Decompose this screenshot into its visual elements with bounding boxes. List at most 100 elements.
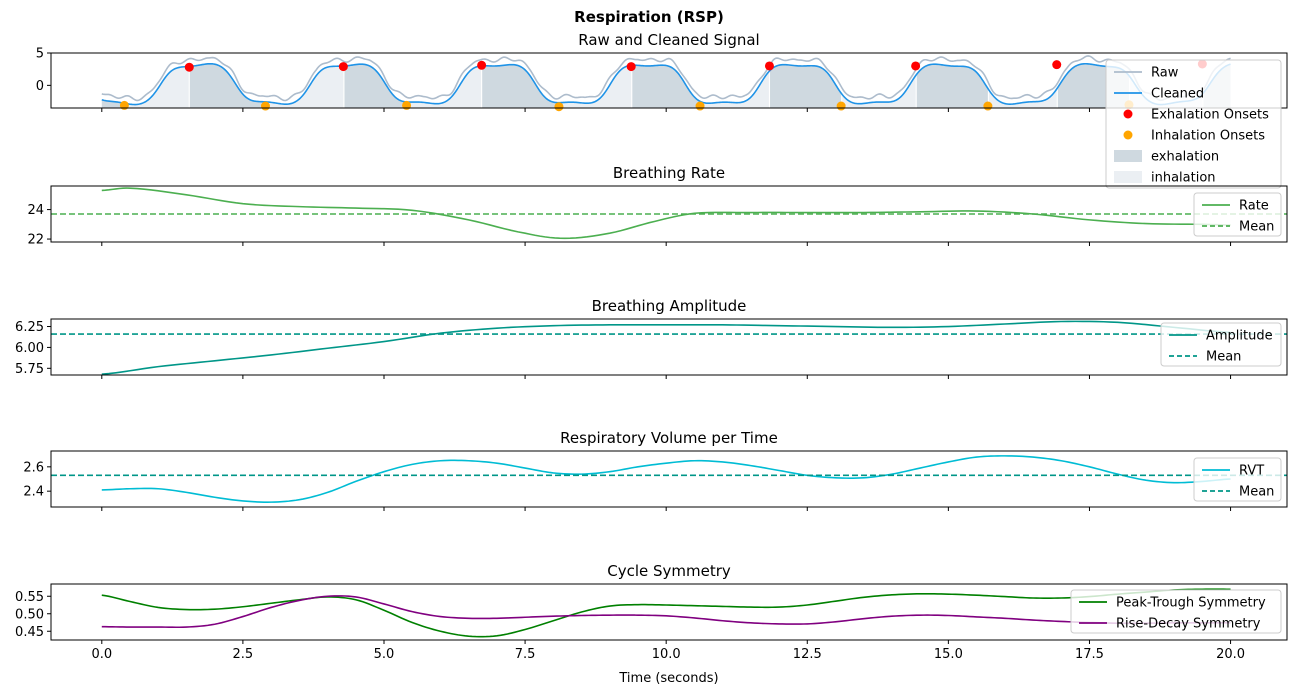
inhalation-onset-point: [119, 100, 129, 110]
exhalation-onset-point: [764, 61, 774, 71]
exhalation-onset-point: [477, 60, 487, 70]
panel-title-raw-cleaned: Raw and Cleaned Signal: [578, 31, 759, 49]
raw-cleaned-lines: [101, 55, 1231, 106]
legend-box: [1193, 457, 1282, 502]
y-tick-label: 22: [27, 233, 44, 248]
legend-box: [1105, 59, 1282, 189]
exhalation-onset-point: [184, 62, 194, 72]
inhalation-area: [407, 65, 482, 108]
legend-box: [1193, 192, 1282, 237]
legend-label: Mean: [1239, 220, 1274, 235]
cleaned-signal-line: [101, 62, 1231, 106]
exhalation-area: [101, 99, 124, 108]
exhalation-area: [482, 64, 559, 108]
axes-frame: [50, 318, 1288, 376]
cycle-symmetry-lines: [101, 588, 1231, 638]
amplitude-line: [101, 320, 1231, 375]
exhalation-area: [770, 64, 842, 108]
exhalation-onset-point: [338, 62, 348, 72]
legend-label: Rate: [1239, 199, 1269, 214]
legend-breathing-amplitude: Amplitude Mean: [1160, 322, 1282, 367]
y-tick-label: 2.4: [23, 485, 44, 500]
exhalation-onset-point: [626, 62, 636, 72]
legend-label: inhalation: [1151, 171, 1216, 186]
rise-decay-symmetry-line: [101, 595, 1231, 629]
rvt-lines: [51, 455, 1287, 503]
axes-frame: [50, 583, 1288, 641]
peak-trough-symmetry-line: [101, 588, 1231, 638]
legend-marker: [1123, 109, 1133, 119]
inhalation-onset-point: [983, 101, 993, 111]
y-tick-label: 0.45: [15, 625, 44, 640]
panel-raw-cleaned: Raw and Cleaned Signal 0 5 Raw Cleaned Exha…: [36, 31, 1288, 189]
inhalation-onset-point: [554, 102, 564, 112]
panel-title-cycle-symmetry: Cycle Symmetry: [607, 562, 731, 580]
inhalation-onset-point: [836, 101, 846, 111]
inhalation-onset-point: [695, 101, 705, 111]
legend-label: Mean: [1206, 350, 1241, 365]
legend-label: Exhalation Onsets: [1151, 108, 1269, 123]
legend-rvt: RVT Mean: [1193, 457, 1282, 502]
legend-raw-cleaned: Raw Cleaned Exhalation Onsets Inhalation On…: [1105, 59, 1282, 189]
panel-title-rvt: Respiratory Volume per Time: [560, 429, 778, 447]
x-tick-label: 17.5: [1075, 647, 1104, 662]
legend-swatch: [1114, 150, 1142, 162]
inhalation-area: [701, 71, 769, 108]
legend-label: Raw: [1151, 66, 1179, 81]
panel-cycle-symmetry: Cycle Symmetry 0.0 2.5 5.0 7.5 10.0 12.5 15.0 1…: [15, 562, 1288, 662]
x-tick-label: 10.0: [652, 647, 681, 662]
legend-label: Peak-Trough Symmetry: [1116, 596, 1266, 611]
axes-rvt: 2.4 2.6: [23, 450, 1288, 511]
x-tick-label: 15.0: [934, 647, 963, 662]
x-tick-label: 20.0: [1216, 647, 1245, 662]
y-tick-label: 0: [36, 79, 44, 94]
legend-label: Amplitude: [1206, 329, 1273, 344]
x-axis-label: Time (seconds): [618, 671, 718, 686]
breathing-rate-lines: [51, 187, 1287, 240]
x-tick-label: 2.5: [233, 647, 254, 662]
exhalation-area: [632, 65, 701, 108]
legend-swatch: [1114, 171, 1142, 183]
axes-frame: [50, 185, 1288, 243]
panel-breathing-amplitude: Breathing Amplitude 5.75 6.00 6.25 Amplitu…: [15, 297, 1288, 379]
inhalation-onset-point: [260, 101, 270, 111]
breath-phase-fills: [101, 63, 1231, 108]
legend-label: Mean: [1239, 485, 1274, 500]
legend-label: Inhalation Onsets: [1151, 129, 1265, 144]
inhalation-onset-point: [402, 100, 412, 110]
figure-suptitle: Respiration (RSP): [574, 8, 724, 26]
exhalation-onset-point: [911, 61, 921, 71]
y-tick-label: 6.00: [15, 341, 44, 356]
legend-breathing-rate: Rate Mean: [1193, 192, 1282, 237]
legend-label: Cleaned: [1151, 87, 1204, 102]
axes-frame: [50, 52, 1288, 109]
panel-title-breathing-amplitude: Breathing Amplitude: [592, 297, 747, 315]
breathing-amplitude-lines: [51, 320, 1287, 375]
exhalation-area: [916, 64, 988, 108]
y-tick-label: 0.55: [15, 590, 44, 605]
y-tick-label: 2.6: [23, 460, 44, 475]
panel-breathing-rate: Breathing Rate 22 24 Rate Mean: [27, 164, 1288, 248]
legend-label: RVT: [1239, 464, 1264, 479]
legend-box: [1160, 322, 1282, 367]
legend-box: [1070, 589, 1282, 634]
exhalation-onset-point: [1052, 60, 1062, 70]
rate-line: [101, 187, 1231, 240]
raw-signal-line: [101, 55, 1231, 102]
axes-breathing-amplitude: 5.75 6.00 6.25: [15, 318, 1288, 379]
inhalation-area: [265, 66, 344, 108]
exhalation-area: [344, 64, 407, 108]
legend-label: exhalation: [1151, 150, 1219, 165]
axes-frame: [50, 450, 1288, 508]
y-tick-label: 6.25: [15, 320, 44, 335]
inhalation-area: [124, 66, 189, 108]
y-tick-label: 0.50: [15, 607, 44, 622]
legend-cycle-symmetry: Peak-Trough Symmetry Rise-Decay Symmetry: [1070, 589, 1282, 634]
y-tick-label: 5.75: [15, 362, 44, 377]
rvt-line: [101, 455, 1231, 503]
x-tick-label: 5.0: [374, 647, 395, 662]
axes-breathing-rate: 22 24: [27, 185, 1288, 248]
panel-rvt: Respiratory Volume per Time 2.4 2.6 RVT Me…: [23, 429, 1288, 511]
legend-label: Rise-Decay Symmetry: [1116, 617, 1261, 632]
